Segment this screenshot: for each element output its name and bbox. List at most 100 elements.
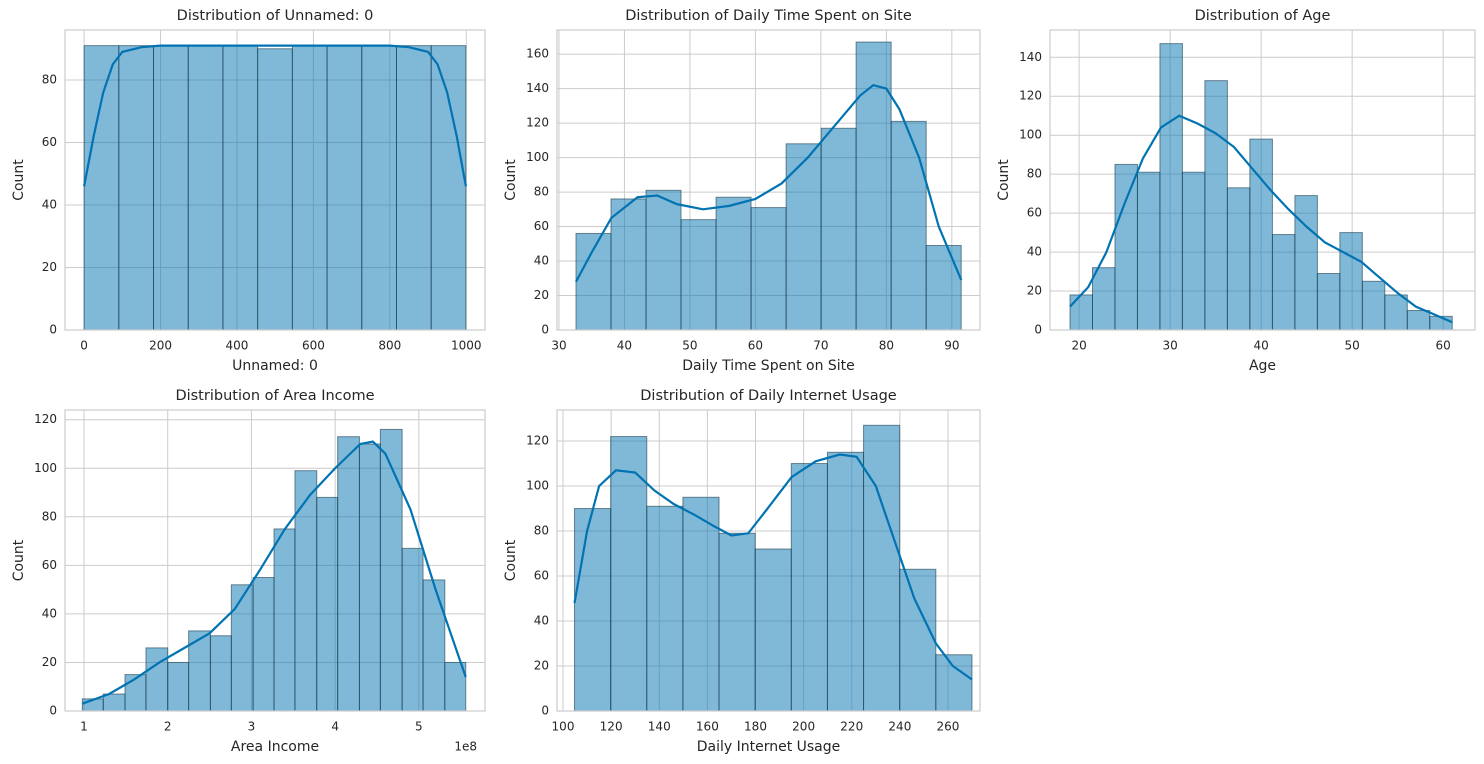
y-axis-label: Count [503,159,519,201]
bar [257,48,293,331]
x-tick-label: 60 [748,339,763,353]
x-tick-label: 2 [164,720,172,734]
kde-line [1069,114,1453,324]
chart-title: Distribution of Unnamed: 0 [177,8,374,24]
y-tick-label: 100 [1019,128,1042,142]
x-tick-label: 160 [696,720,719,734]
subplot: 1 2 3 4 5 0 20 40 60 80 100 120 Distribution of Area… [11,388,486,755]
bar [1092,267,1116,331]
x-tick-label: 220 [840,720,863,734]
bar [646,505,684,712]
y-tick-label: 80 [534,185,549,199]
chart-title: Distribution of Age [1195,8,1331,24]
x-tick-label: 3 [248,720,256,734]
bar [935,654,973,712]
bar [1136,171,1161,331]
x-axis-label: Daily Time Spent on Site [682,358,855,374]
bar [826,451,865,712]
y-tick-label: 0 [49,704,57,718]
x-axis-label: Unnamed: 0 [232,358,318,374]
y-tick-label: 100 [34,461,57,475]
bar [682,496,720,712]
bar [610,198,647,331]
x-tick-label: 70 [813,339,828,353]
bar [715,196,752,331]
bar [1316,273,1341,331]
x-tick-label: 120 [600,720,623,734]
bar [230,584,254,712]
y-tick-label: 40 [42,198,57,212]
y-tick-label: 60 [534,569,549,583]
bar [1271,234,1296,331]
y-tick-label: 80 [534,524,549,538]
y-tick-label: 80 [42,509,57,523]
y-tick-label: 20 [42,655,57,669]
x-tick-label: 1000 [451,339,482,353]
y-axis-label: Count [11,159,27,201]
x-axis-label: Age [1249,358,1276,374]
y-tick-label: 120 [526,434,549,448]
y-tick-label: 40 [534,254,549,268]
x-tick-label: 50 [682,339,697,353]
bar [574,508,612,712]
x-tick-label: 80 [879,339,894,353]
bar [1249,138,1273,331]
bar [118,45,155,331]
bar [153,45,189,331]
bar [222,45,259,331]
x-tick-label: 800 [378,339,401,353]
bar [187,45,224,331]
x-tick-label: 50 [1345,339,1360,353]
bar [1294,195,1318,331]
bar [316,496,339,712]
bar [718,532,756,712]
bar [645,189,682,331]
x-axis-label: Area Income [231,739,319,755]
bar [1181,171,1206,331]
y-tick-label: 60 [1027,206,1042,220]
x-tick-label: 0 [80,339,88,353]
bar [1384,294,1408,331]
bar [785,143,822,331]
bar [1339,232,1363,331]
axes-frame [64,29,486,331]
axes-frame [556,409,981,712]
bar [167,661,190,712]
offset-text: 1e8 [454,740,477,754]
bar [925,245,962,331]
x-axis-label: Daily Internet Usage [697,739,841,755]
bar [430,45,467,331]
y-axis-label: Count [503,539,519,581]
y-tick-label: 40 [42,606,57,620]
y-tick-label: 40 [1027,245,1042,259]
y-tick-label: 100 [526,479,549,493]
bar [750,207,787,331]
x-tick-label: 90 [944,339,959,353]
bar [1361,280,1386,331]
y-tick-label: 60 [534,219,549,233]
x-tick-label: 30 [1162,339,1177,353]
bar [358,443,381,712]
bar [680,219,717,331]
bar [1069,294,1093,331]
bar [1226,187,1251,331]
y-tick-label: 0 [541,323,549,337]
y-tick-label: 120 [1019,89,1042,103]
y-tick-label: 20 [1027,284,1042,298]
kde-line [575,83,963,283]
bar [610,436,648,712]
bar [124,674,147,712]
bar [252,576,275,712]
y-axis-label: Count [11,539,27,581]
x-tick-label: 20 [1071,339,1086,353]
x-tick-label: 40 [1253,339,1268,353]
x-tick-label: 260 [937,720,960,734]
subplot: 0 200 400 600 800 1000 0 20 40 60 80 Distribution o… [11,8,486,374]
x-tick-label: 1 [80,720,88,734]
y-tick-label: 20 [534,659,549,673]
bar [1159,43,1183,331]
y-tick-label: 120 [526,116,549,130]
bar [395,45,432,331]
x-tick-label: 140 [648,720,671,734]
